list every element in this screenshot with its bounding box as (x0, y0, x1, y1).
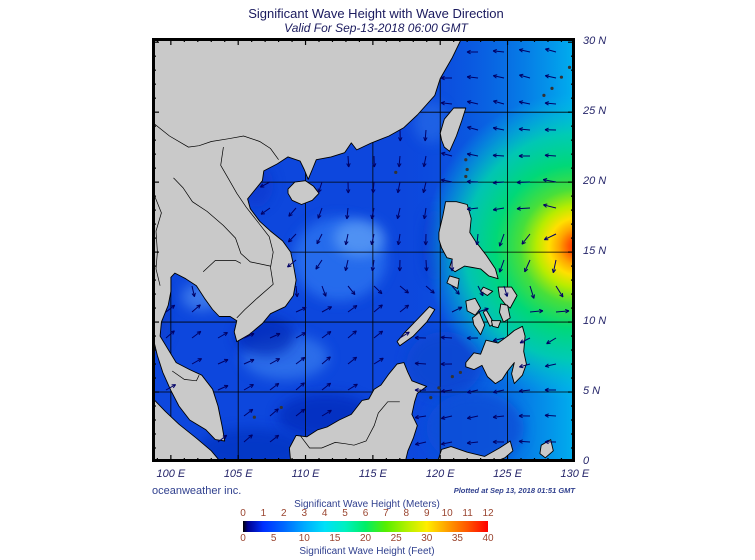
meters-scale-number: 12 (482, 508, 494, 519)
meters-scale-number: 0 (240, 508, 246, 519)
meters-scale-number: 11 (462, 508, 473, 519)
lat-tick-label: 25 N (583, 105, 607, 118)
meters-scale-number: 4 (321, 508, 328, 519)
meters-scale-number: 5 (342, 508, 348, 519)
meters-scale-number: 1 (260, 508, 267, 519)
lat-tick-label: 5 N (583, 385, 601, 398)
lon-tick-label: 115 E (358, 468, 387, 480)
land-sumatra (152, 397, 222, 462)
land-leyte (499, 303, 511, 323)
colorbar-title-feet: Significant Wave Height (Feet) (299, 546, 435, 557)
feet-scale-number: 30 (421, 533, 433, 544)
lon-tick-label: 105 E (223, 468, 253, 480)
lat-tick-label: 10 N (583, 315, 607, 328)
land-luzon (438, 201, 499, 280)
oceanweather-credit: oceanweather inc. (152, 485, 242, 497)
land-samar (497, 286, 518, 309)
lon-tick-label: 110 E (291, 468, 320, 480)
land-masbate (480, 286, 494, 296)
page-title: Significant Wave Height with Wave Direct… (248, 6, 504, 21)
feet-scale-number: 0 (240, 533, 246, 544)
lon-tick-label: 120 E (425, 468, 455, 480)
land-bohol (490, 320, 502, 329)
meters-scale-number: 8 (403, 508, 410, 519)
lon-tick-label: 130 E (560, 468, 590, 480)
land-taiwan (439, 107, 467, 152)
wave-direction-arrows (165, 47, 570, 446)
meters-scale-number: 3 (301, 508, 308, 519)
lat-tick-label: 0 (583, 454, 590, 467)
feet-scale-number: 25 (390, 533, 402, 544)
land-halmahera (539, 439, 554, 459)
land-negros (472, 311, 486, 336)
feet-scale-number: 35 (451, 533, 463, 544)
lat-tick-label: 20 N (583, 175, 607, 188)
wave-map (152, 38, 575, 462)
plotted-timestamp: Plotted at Sep 13, 2018 01:51 GMT (453, 486, 575, 495)
meters-scale-number: 6 (362, 508, 369, 519)
feet-scale-number: 10 (298, 533, 310, 544)
feet-scale-number: 40 (482, 533, 494, 544)
meters-scale-number: 2 (281, 508, 287, 519)
wave-height-colorbar (243, 521, 488, 532)
meters-scale-number: 7 (383, 508, 389, 519)
land-mindoro (446, 275, 460, 289)
wave-map-svg (152, 38, 575, 462)
lat-tick-label: 15 N (583, 245, 607, 258)
land-mindanao (465, 325, 527, 385)
lon-tick-label: 100 E (156, 468, 186, 480)
feet-scale-number: 20 (359, 533, 372, 544)
meters-scale-number: 10 (441, 508, 453, 519)
lat-tick-label: 30 N (583, 35, 607, 48)
valid-time-subtitle: Valid For Sep-13-2018 06:00 GMT (284, 21, 468, 35)
land-borneo (288, 362, 428, 462)
meters-scale-number: 9 (423, 508, 430, 519)
colorbar-title-meters: Significant Wave Height (Meters) (294, 499, 440, 510)
land-hainan (287, 180, 320, 205)
feet-scale-number: 15 (329, 533, 341, 544)
feet-scale-number: 5 (270, 533, 277, 544)
lon-tick-label: 125 E (493, 468, 522, 480)
land-palawan (396, 306, 436, 347)
